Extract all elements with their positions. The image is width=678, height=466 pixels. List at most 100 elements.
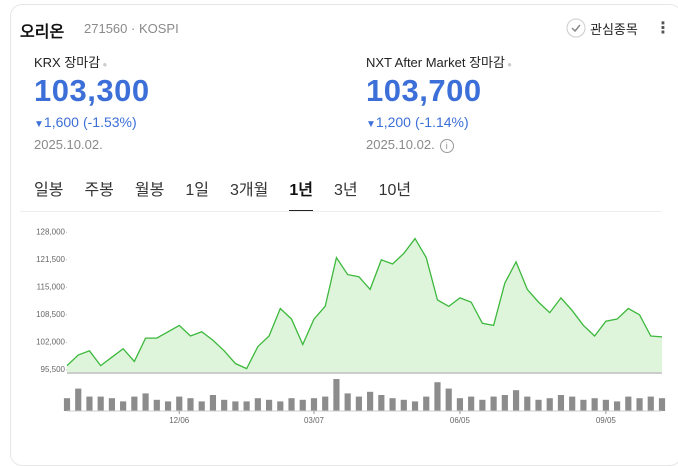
volume-bar [344, 393, 351, 411]
stock-meta: 271560 · KOSPI [84, 21, 179, 36]
status-dot: ● [100, 60, 108, 69]
market-label: NXT After Market 장마감 ● [366, 55, 513, 70]
x-tick-label: 03/07 [304, 416, 325, 425]
volume-bar [389, 398, 396, 411]
volume-bar [277, 401, 284, 411]
price: 103,700 [366, 73, 482, 108]
volume-bar [546, 398, 553, 411]
volume-bar [288, 398, 295, 411]
period-tab[interactable]: 일봉 [34, 182, 64, 199]
volume-bar [232, 401, 239, 411]
market-label: KRX 장마감 ● [34, 55, 108, 70]
y-tick-label: 115,000 [37, 282, 66, 291]
y-tick-label: 102,000 [36, 337, 65, 346]
stock-name: 오리온 [20, 24, 65, 41]
volume-bar [647, 396, 654, 411]
volume-bar [580, 399, 587, 411]
volume-bar [557, 395, 565, 411]
volume-bar [501, 395, 508, 411]
page: 오리온 271560 · KOSPI 관심종목 ⋮ KRX 장마감 ● 103,3… [10, 4, 678, 466]
more-button[interactable]: ⋮ [655, 20, 671, 37]
y-tick-label: 121,500 [36, 255, 65, 264]
stock-code: 271560 [84, 21, 128, 36]
date: 2025.10.02. i [366, 137, 454, 153]
price-chart: 95,500 102,000 108,500 115,000 121,500 128,00… [36, 227, 666, 425]
volume-bar [602, 399, 609, 411]
volume-bar [625, 396, 632, 411]
period-tab[interactable]: 1일 [185, 182, 209, 199]
volume-bar [614, 401, 621, 411]
info-icon[interactable]: i [439, 139, 454, 153]
period-tab[interactable]: 3개월 [229, 182, 269, 199]
volume-bar [490, 396, 497, 411]
volume-bar [310, 398, 318, 411]
x-tick-label: 06/05 [450, 416, 471, 425]
x-tick-label: 09/05 [596, 416, 617, 425]
stock-market: KOSPI [138, 21, 179, 36]
watch-button[interactable]: 관심종목 [566, 18, 638, 38]
x-tick-label: 12/06 [169, 416, 190, 425]
volume-bar [468, 396, 475, 411]
change-percent: (-1.53%) [82, 114, 137, 130]
volume-bar [322, 396, 329, 411]
volume-bar [265, 399, 273, 411]
change-percent: (-1.14%) [414, 114, 469, 130]
volume-bar [524, 396, 531, 411]
y-tick-label: 95,500 [41, 365, 66, 374]
down-arrow: ▼ [34, 119, 44, 130]
volume-bar [97, 396, 104, 411]
change: ▼1,200 (-1.14%) [366, 114, 469, 130]
change: ▼1,600 (-1.53%) [34, 114, 137, 130]
period-tab[interactable]: 주봉 [84, 182, 114, 199]
volume-bar [456, 398, 464, 411]
volume-bar [434, 382, 441, 411]
divider [20, 211, 662, 212]
volume-bar [176, 396, 183, 411]
date: 2025.10.02. [34, 137, 103, 152]
volume-bar [153, 399, 160, 411]
volume-bar [423, 396, 430, 411]
volume-bar [658, 398, 666, 411]
down-arrow: ▼ [366, 119, 376, 130]
volume-bar [591, 398, 598, 411]
volume-bar [355, 396, 362, 411]
volume-bar [535, 399, 542, 411]
volume-bar [75, 388, 82, 411]
period-tabs: 일봉 주봉 월봉 1일 3개월 1년 3년 10년 [34, 176, 411, 212]
volume-bar [108, 398, 115, 411]
volume-bar [221, 399, 228, 411]
volume-bar [378, 395, 385, 411]
volume-bar [569, 396, 576, 411]
y-tick-label: 128,000 [36, 227, 65, 236]
period-tab[interactable]: 월봉 [134, 182, 165, 199]
y-tick-label: 108,500 [36, 310, 65, 319]
volume-bar [86, 396, 93, 411]
change-value: 1,600 [43, 114, 79, 130]
volume-bar [400, 399, 407, 411]
watch-label: 관심종목 [590, 21, 638, 37]
price-area [67, 238, 662, 372]
volume-bar [367, 391, 374, 411]
period-tab[interactable]: 3년 [333, 182, 358, 199]
volume-bar [445, 388, 452, 411]
volume-bar [254, 398, 261, 411]
volume-bar [187, 398, 194, 411]
volume-bar [636, 398, 643, 411]
volume-bar [243, 401, 250, 411]
volume-bar [479, 399, 486, 411]
volume-bar [209, 395, 217, 411]
period-tab[interactable]: 1년 [289, 176, 313, 212]
price-line [66, 237, 663, 370]
price: 103,300 [34, 73, 150, 108]
volume-bar [120, 401, 127, 411]
check-icon [566, 18, 586, 38]
volume-bar [512, 390, 520, 411]
volume-bar [164, 401, 172, 411]
period-tab[interactable]: 10년 [378, 182, 412, 199]
volume-bar [131, 396, 138, 411]
change-value: 1,200 [375, 114, 411, 130]
volume-bar [333, 379, 340, 411]
volume-bar [142, 393, 149, 411]
status-dot: ● [504, 60, 513, 69]
volume-bar [63, 398, 71, 411]
